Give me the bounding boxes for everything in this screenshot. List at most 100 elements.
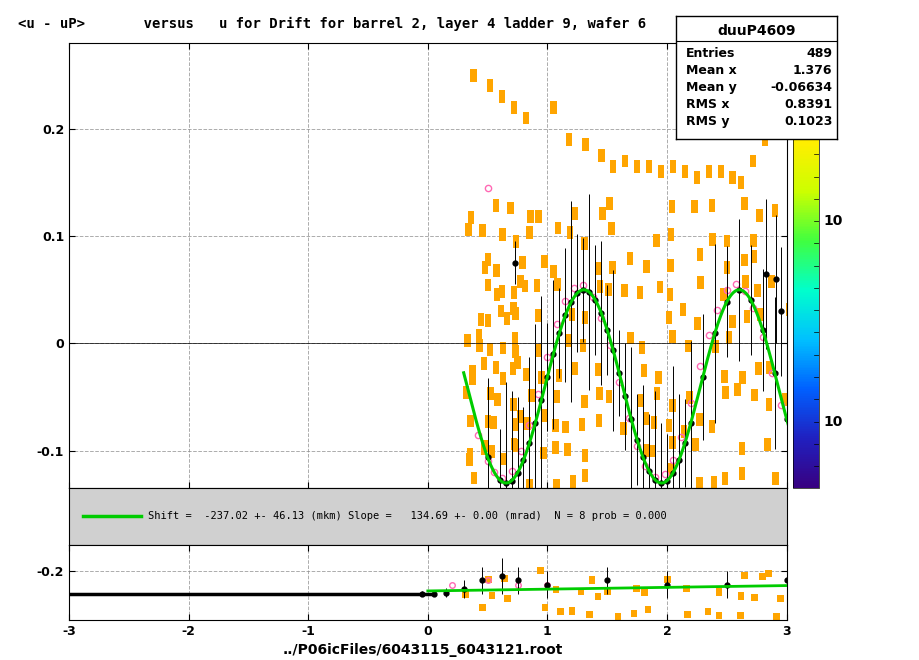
Text: RMS y: RMS y xyxy=(686,115,729,129)
Bar xyxy=(607,222,615,235)
Bar xyxy=(551,441,558,454)
Bar xyxy=(605,283,611,296)
Bar xyxy=(679,303,686,316)
Bar xyxy=(538,372,544,384)
Bar xyxy=(516,411,523,423)
Bar xyxy=(581,237,587,250)
Bar xyxy=(498,228,505,241)
Bar xyxy=(644,607,651,614)
Text: ../P06icFiles/6043115_6043121.root: ../P06icFiles/6043115_6043121.root xyxy=(283,643,562,657)
Bar xyxy=(524,417,530,430)
Bar xyxy=(691,438,698,451)
Bar xyxy=(512,235,519,248)
Bar xyxy=(765,398,771,411)
Bar xyxy=(494,288,500,302)
Bar xyxy=(519,256,526,269)
Bar xyxy=(697,277,703,289)
Bar xyxy=(685,339,691,352)
Bar xyxy=(620,284,627,297)
Bar xyxy=(696,413,702,426)
Bar xyxy=(499,453,505,465)
Bar xyxy=(467,414,473,428)
Bar xyxy=(580,395,587,408)
Bar xyxy=(666,259,673,271)
Text: 10: 10 xyxy=(823,214,842,228)
Bar xyxy=(595,593,601,600)
Bar xyxy=(490,416,496,429)
Bar xyxy=(650,416,656,429)
Bar xyxy=(709,199,715,212)
Bar xyxy=(488,592,494,599)
Bar xyxy=(633,160,640,173)
Bar xyxy=(552,419,559,432)
Bar xyxy=(749,154,755,168)
Bar xyxy=(487,387,494,400)
Bar xyxy=(645,160,652,173)
Bar xyxy=(498,90,505,103)
Bar xyxy=(541,603,548,610)
Bar xyxy=(464,223,471,236)
Bar xyxy=(721,386,728,399)
Bar xyxy=(715,612,721,619)
Bar xyxy=(493,361,499,374)
Bar xyxy=(477,314,484,326)
Bar xyxy=(683,585,689,593)
Bar xyxy=(767,275,774,288)
Bar xyxy=(512,418,518,431)
Bar xyxy=(488,446,494,458)
Bar xyxy=(566,226,573,239)
Bar xyxy=(588,576,595,583)
Bar xyxy=(668,399,675,412)
Bar xyxy=(680,425,686,438)
Bar xyxy=(694,317,700,330)
Bar xyxy=(742,275,748,288)
Bar xyxy=(537,567,543,574)
Bar xyxy=(741,197,747,210)
Bar xyxy=(754,284,760,297)
Bar xyxy=(581,312,588,324)
Bar xyxy=(627,331,633,345)
Bar xyxy=(503,312,510,325)
Bar xyxy=(750,594,756,601)
Bar xyxy=(510,438,516,450)
Bar xyxy=(725,331,732,345)
Bar xyxy=(696,248,702,261)
Bar xyxy=(581,469,588,482)
Bar xyxy=(657,165,664,178)
Bar xyxy=(642,412,649,425)
Bar xyxy=(509,362,516,376)
Bar xyxy=(469,365,475,378)
Bar xyxy=(668,330,675,343)
Bar xyxy=(710,477,717,489)
Bar xyxy=(470,69,476,82)
Bar xyxy=(486,79,493,92)
Bar xyxy=(604,588,610,595)
Bar xyxy=(557,607,563,614)
Bar xyxy=(528,389,534,402)
Text: 0.1023: 0.1023 xyxy=(783,115,832,129)
Bar xyxy=(656,280,663,294)
Bar xyxy=(764,438,770,451)
Bar xyxy=(571,207,577,220)
Bar xyxy=(499,342,505,354)
Bar xyxy=(737,593,743,599)
Bar xyxy=(578,418,584,431)
Bar xyxy=(494,393,500,407)
Bar xyxy=(781,393,788,406)
Bar xyxy=(723,261,730,274)
Bar xyxy=(595,363,601,376)
Bar xyxy=(564,334,571,347)
Bar xyxy=(526,478,532,492)
Bar xyxy=(512,307,518,320)
Bar xyxy=(741,572,747,579)
Bar xyxy=(761,133,767,146)
Bar xyxy=(626,252,632,265)
Bar xyxy=(614,612,620,620)
Text: 0.8391: 0.8391 xyxy=(783,98,832,112)
Bar xyxy=(552,478,559,492)
Bar xyxy=(498,284,505,298)
Bar xyxy=(641,589,647,596)
Bar xyxy=(720,370,727,383)
Bar xyxy=(772,472,778,485)
Bar xyxy=(708,420,714,433)
